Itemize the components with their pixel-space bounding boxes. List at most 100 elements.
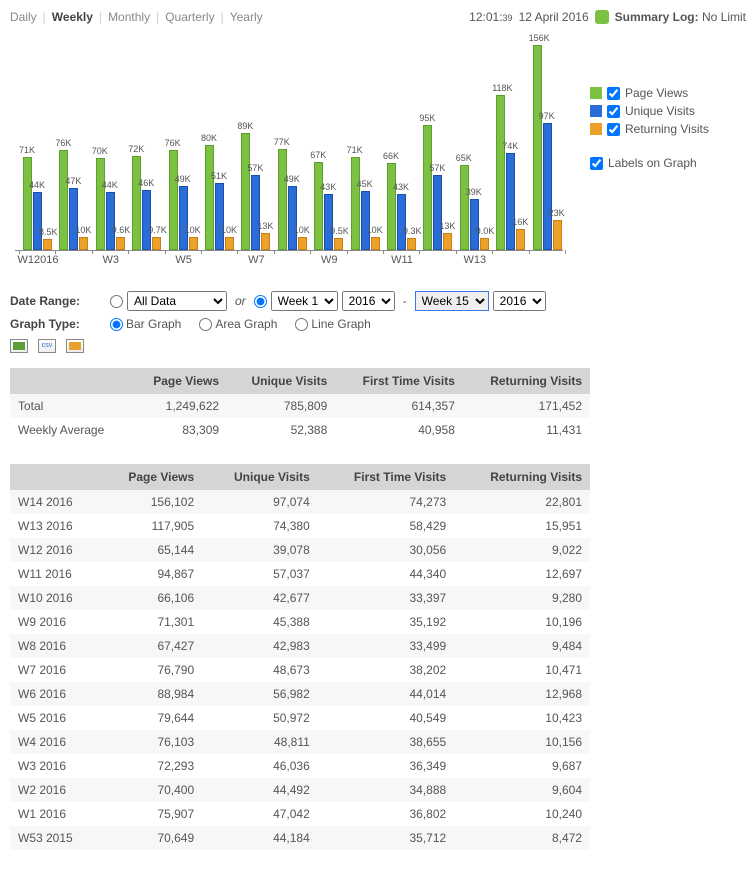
bar-uv: [470, 199, 479, 250]
label-line-graph: Line Graph: [311, 317, 370, 331]
table-row: W2 201670,40044,49234,8889,604: [10, 778, 590, 802]
x-axis-label: W12016: [8, 254, 68, 266]
bar-label: 9.5K: [330, 226, 349, 236]
bar-label: 9.3K: [403, 226, 422, 236]
legend-label-labels: Labels on Graph: [608, 156, 697, 170]
bar-uv: [106, 192, 115, 250]
x-axis-label: W7: [226, 254, 286, 266]
toggle-returning-visits[interactable]: [607, 123, 620, 136]
tab-daily[interactable]: Daily: [10, 10, 37, 24]
table-row: W10 201666,10642,67733,3979,280: [10, 586, 590, 610]
bar-rv: [79, 237, 88, 250]
bar-pv: [351, 157, 360, 250]
column-header: Page Views: [131, 368, 227, 394]
bar-label: 23K: [549, 208, 565, 218]
table-row: W12 201665,14439,07830,0569,022: [10, 538, 590, 562]
bar-uv: [361, 191, 370, 250]
table-row: W13 2016117,90574,38058,42915,951: [10, 514, 590, 538]
column-header: Returning Visits: [454, 464, 590, 490]
radio-bar-graph[interactable]: [110, 318, 123, 331]
bar-label: 76K: [165, 138, 181, 148]
radio-all-data[interactable]: [110, 295, 123, 308]
radio-range[interactable]: [254, 295, 267, 308]
bar-uv: [397, 194, 406, 250]
tab-weekly[interactable]: Weekly: [52, 10, 93, 24]
table-row: W14 2016156,10297,07474,27322,801: [10, 490, 590, 514]
bar-label: 51K: [211, 171, 227, 181]
select-week-start[interactable]: Week 1: [271, 291, 338, 311]
table-row: W53 201570,64944,18435,7128,472: [10, 826, 590, 850]
graph-type-label: Graph Type:: [10, 317, 110, 331]
bar-label: 95K: [419, 113, 435, 123]
tab-quarterly[interactable]: Quarterly: [165, 10, 214, 24]
bar-label: 74K: [502, 141, 518, 151]
column-header: Page Views: [99, 464, 202, 490]
summary-log-label: Summary Log:: [615, 10, 699, 24]
swatch-rv: [590, 123, 602, 135]
bar-label: 43K: [320, 182, 336, 192]
bar-label: 77K: [274, 137, 290, 147]
bar-pv: [59, 150, 68, 250]
bar-rv: [152, 237, 161, 250]
select-year-start[interactable]: 2016: [342, 291, 395, 311]
bar-label: 44K: [29, 180, 45, 190]
bar-label: 71K: [347, 145, 363, 155]
export-image-icon[interactable]: [66, 339, 84, 353]
select-year-end[interactable]: 2016: [493, 291, 546, 311]
legend-label-pv: Page Views: [625, 86, 688, 100]
table-row: W3 201672,29346,03636,3499,687: [10, 754, 590, 778]
date: 12 April 2016: [519, 10, 589, 24]
bar-label: 49K: [175, 174, 191, 184]
bar-pv: [423, 125, 432, 250]
table-row: Weekly Average83,30952,38840,95811,431: [10, 418, 590, 442]
x-axis-label: W3: [81, 254, 141, 266]
toggle-unique-visits[interactable]: [607, 105, 620, 118]
table-row: W9 201671,30145,38835,19210,196: [10, 610, 590, 634]
bar-rv: [225, 237, 234, 250]
bar-pv: [314, 162, 323, 250]
bar-label: 16K: [512, 217, 528, 227]
bar-uv: [433, 175, 442, 250]
bar-label: 66K: [383, 151, 399, 161]
table-row: W7 201676,79048,67338,20210,471: [10, 658, 590, 682]
table-row: W11 201694,86757,03744,34012,697: [10, 562, 590, 586]
bar-uv: [69, 188, 78, 250]
tab-monthly[interactable]: Monthly: [108, 10, 150, 24]
bar-uv: [251, 175, 260, 250]
export-csv-icon[interactable]: [38, 339, 56, 353]
export-xls-icon[interactable]: [10, 339, 28, 353]
column-header: Unique Visits: [227, 368, 335, 394]
bar-label: 8.5K: [39, 227, 58, 237]
date-range-label: Date Range:: [10, 294, 110, 308]
select-all-data[interactable]: All Data: [127, 291, 227, 311]
table-row: Total1,249,622785,809614,357171,452: [10, 394, 590, 418]
toggle-labels-on-graph[interactable]: [590, 157, 603, 170]
bar-pv: [241, 133, 250, 250]
summary-table: Page ViewsUnique VisitsFirst Time Visits…: [10, 368, 590, 442]
bar-rv: [371, 237, 380, 250]
bar-rv: [407, 238, 416, 250]
bar-uv: [142, 190, 151, 250]
bar-rv: [43, 239, 52, 250]
x-axis-label: W5: [154, 254, 214, 266]
radio-line-graph[interactable]: [295, 318, 308, 331]
bar-label: 67K: [310, 150, 326, 160]
tab-yearly[interactable]: Yearly: [230, 10, 263, 24]
bar-pv: [278, 149, 287, 250]
bar-pv: [132, 156, 141, 251]
bar-label: 9.0K: [476, 226, 495, 236]
bar-rv: [553, 220, 562, 250]
table-row: W8 201667,42742,98333,4999,484: [10, 634, 590, 658]
bar-label: 13K: [257, 221, 273, 231]
bar-label: 71K: [19, 145, 35, 155]
radio-area-graph[interactable]: [199, 318, 212, 331]
toggle-page-views[interactable]: [607, 87, 620, 100]
bar-uv: [324, 194, 333, 250]
select-week-end[interactable]: Week 15: [415, 291, 489, 311]
bar-rv: [261, 233, 270, 250]
column-header: Unique Visits: [202, 464, 318, 490]
legend-label-rv: Returning Visits: [625, 122, 709, 136]
table-row: W5 201679,64450,97240,54910,423: [10, 706, 590, 730]
bar-label: 9.6K: [112, 225, 131, 235]
bar-label: 10K: [367, 225, 383, 235]
